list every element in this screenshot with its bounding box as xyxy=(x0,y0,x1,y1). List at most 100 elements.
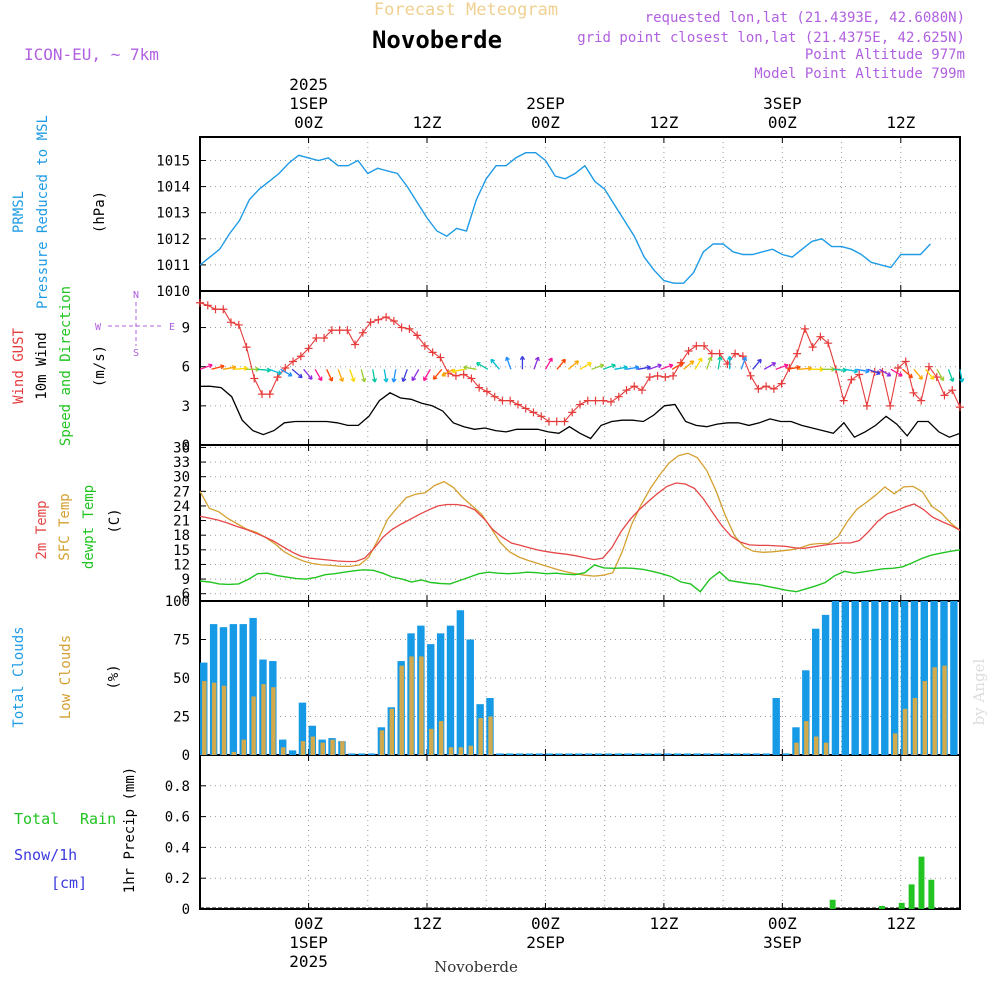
total-cloud-bar xyxy=(654,753,662,755)
compass-west: W xyxy=(95,322,102,333)
low-cloud-bar xyxy=(320,742,325,755)
total-cloud-bar xyxy=(624,753,632,755)
total-cloud-bar xyxy=(506,753,514,755)
temperature-ytick-label: 24 xyxy=(173,499,190,515)
low-cloud-bar xyxy=(231,751,237,755)
temperature-ytick-label: 15 xyxy=(173,543,190,559)
wind-gust-marker xyxy=(591,396,600,405)
wind-direction-arrow xyxy=(637,365,651,371)
total-cloud-bar xyxy=(357,753,366,755)
temperature-ytick-label: 9 xyxy=(182,572,190,588)
low-cloud-bar xyxy=(932,667,937,755)
wind-gust-marker xyxy=(576,400,584,409)
temperature-ytick-label: 18 xyxy=(173,528,190,544)
total-cloud-bar xyxy=(851,601,859,755)
total-cloud-bar xyxy=(920,601,928,755)
wind-gust-marker xyxy=(521,404,530,413)
total-cloud-bar xyxy=(239,624,247,755)
point-altitude: Point Altitude 977m xyxy=(805,47,965,63)
temperature-ytick-label: 12 xyxy=(173,557,190,573)
wind-direction-arrow xyxy=(727,355,733,370)
total-cloud-bar xyxy=(723,753,731,755)
wind-direction-arrow xyxy=(349,369,356,383)
wind-gust-marker xyxy=(529,408,538,417)
wind-gust-marker xyxy=(808,343,817,352)
wind-direction-arrow xyxy=(798,365,813,372)
wind-direction-arrow xyxy=(268,368,282,376)
wind-gust-marker xyxy=(599,396,608,405)
wind-direction-arrow xyxy=(936,368,945,382)
wind-direction-arrow xyxy=(463,365,477,371)
wind-gust-marker xyxy=(281,364,290,372)
wind-gust-marker xyxy=(265,390,274,399)
total-cloud-bar xyxy=(229,624,238,755)
low-cloud-bar xyxy=(281,747,286,755)
total-cloud-bar xyxy=(871,601,879,755)
low-cloud-bar xyxy=(438,721,444,755)
pressure-ytick-label: 1012 xyxy=(156,232,190,248)
wind-gust-marker xyxy=(304,344,313,353)
clouds-ytick-label: 100 xyxy=(165,594,190,610)
rain-bar xyxy=(898,902,905,909)
wind-direction-arrow xyxy=(476,362,489,370)
total-cloud-bar xyxy=(663,753,672,755)
total-cloud-bar xyxy=(634,753,642,755)
pressure-ytick-label: 1014 xyxy=(156,180,190,196)
rain-label: Rain xyxy=(80,810,116,828)
total-cloud-bar xyxy=(555,753,563,755)
wind-direction-arrow xyxy=(326,369,334,382)
wind-direction-arrow xyxy=(579,362,592,370)
wind-gust-marker xyxy=(537,412,546,421)
wind-direction-arrow xyxy=(844,368,859,374)
wind-direction-arrow xyxy=(568,360,580,370)
low-cloud-bar xyxy=(902,708,908,755)
time-label: 2025 xyxy=(289,952,328,971)
low-cloud-bar xyxy=(488,716,493,755)
wind-gust-marker xyxy=(366,318,375,327)
wind-gust-marker xyxy=(482,387,491,396)
low-cloud-bar xyxy=(814,736,819,755)
wind-gust-marker xyxy=(622,386,631,395)
wind-gust-marker xyxy=(568,408,577,417)
total-cloud-bar xyxy=(841,601,850,755)
wind-gust-marker xyxy=(397,323,406,332)
wind-direction-arrow xyxy=(432,368,443,380)
total-cloud-bar xyxy=(733,753,741,755)
total-cloud-bar xyxy=(446,625,455,755)
wind-gust-marker xyxy=(560,417,569,426)
snow-label: Snow/1h xyxy=(14,846,77,864)
wind-gust-marker xyxy=(428,348,437,357)
time-label: 00Z xyxy=(531,113,560,132)
wind-direction-arrow xyxy=(717,356,723,370)
wind-ytick-label: 3 xyxy=(182,399,190,415)
wind-direction-arrow xyxy=(391,369,397,383)
low-cloud-bar xyxy=(922,681,928,755)
wind-gust-marker xyxy=(544,417,553,426)
wind-ytick-label: 9 xyxy=(182,321,190,337)
total-cloud-bar xyxy=(693,753,701,755)
time-label: 2SEP xyxy=(526,933,565,952)
temp-2m-line xyxy=(199,482,961,563)
wind-gust-marker xyxy=(800,324,809,333)
total-cloud-bar xyxy=(348,753,356,755)
total-cloud-bar xyxy=(772,698,780,755)
wind-labels: Wind GUST 10m Wind Speed and Direction (… xyxy=(11,286,175,446)
total-cloud-bar xyxy=(584,753,593,755)
time-label: 1SEP xyxy=(289,94,328,113)
total-cloud-bar xyxy=(831,601,840,755)
wind-gust-marker xyxy=(335,326,344,335)
wind-direction-arrow xyxy=(314,368,323,382)
precip-ytick-label: 0 xyxy=(182,902,190,918)
temperature-labels: 2m Temp SFC Temp dewpt Temp (C) xyxy=(34,485,123,569)
wind-gust-marker xyxy=(948,386,957,395)
rain-bar xyxy=(908,884,915,909)
wind-direction-arrow xyxy=(752,358,762,370)
wind-compass: N S W E xyxy=(95,290,175,359)
cloud-labels: Total Clouds Low Clouds (%) xyxy=(11,626,122,727)
wind-gust-marker xyxy=(513,400,522,409)
wind-direction-arrow xyxy=(199,363,213,370)
low-cloud-bar xyxy=(429,728,434,755)
temp-dewpt-label: dewpt Temp xyxy=(81,485,97,569)
wind-gust-marker xyxy=(296,352,305,361)
low-cloud-bar xyxy=(448,747,454,755)
